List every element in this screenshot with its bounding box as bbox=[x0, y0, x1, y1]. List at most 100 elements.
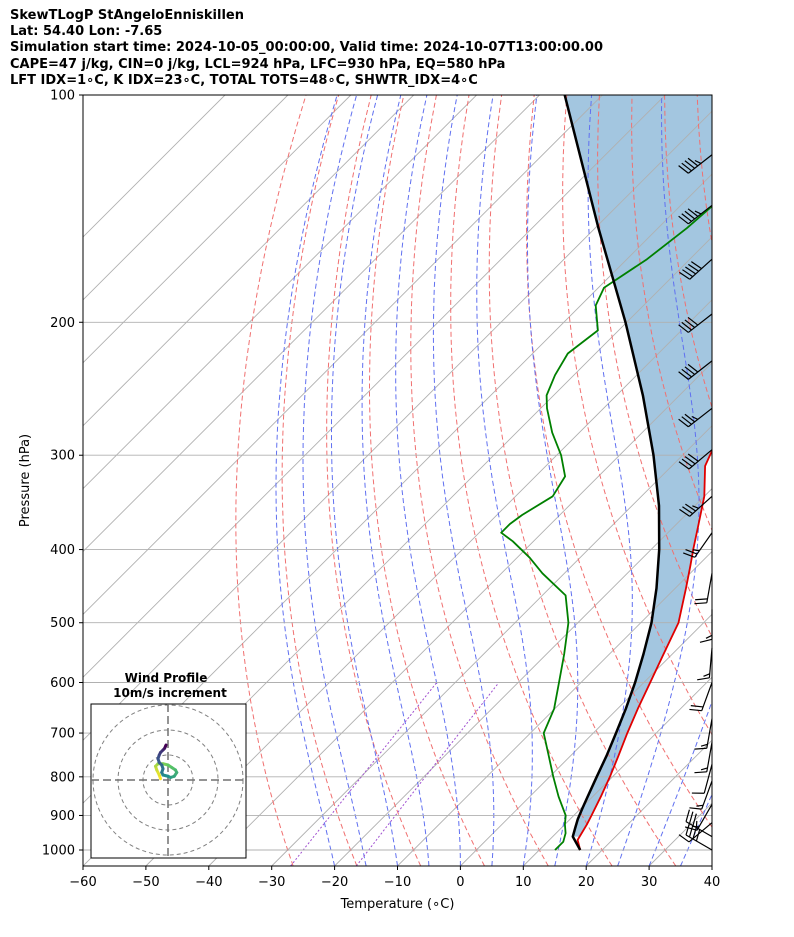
dry-adiabat-line bbox=[488, 95, 677, 866]
title-times: Simulation start time: 2024-10-05_00:00:… bbox=[10, 40, 603, 56]
y-tick-label: 800 bbox=[50, 770, 75, 785]
wind-barb bbox=[694, 718, 713, 750]
isotherm-line bbox=[83, 95, 415, 427]
wind-barb bbox=[679, 258, 713, 280]
wind-barb bbox=[694, 573, 713, 605]
x-tick-label: 10 bbox=[515, 875, 532, 890]
wind-barb-staff bbox=[708, 647, 713, 678]
wind-barb-flag bbox=[678, 215, 689, 225]
y-tick-label: 900 bbox=[50, 809, 75, 824]
wind-barb-staff bbox=[688, 822, 713, 843]
parcel-profile bbox=[563, 95, 661, 851]
dry-adiabat-line bbox=[597, 95, 712, 638]
isotherm-line bbox=[83, 95, 666, 678]
hodograph-title: Wind Profile bbox=[125, 671, 208, 685]
wind-barb-flag bbox=[681, 162, 692, 172]
wind-barb-flag bbox=[690, 705, 704, 708]
isotherm-line bbox=[83, 95, 477, 490]
wind-barb bbox=[683, 532, 713, 558]
wind-barb-flag bbox=[684, 319, 696, 328]
title-latlon: Lat: 54.40 Lon: -7.65 bbox=[10, 24, 163, 40]
moist-adiabat-line bbox=[648, 699, 712, 866]
wind-barb-flag bbox=[684, 366, 696, 375]
wind-barb-flag bbox=[694, 210, 702, 215]
wind-barb-flag bbox=[679, 271, 691, 280]
wind-barb-flag bbox=[681, 416, 692, 425]
x-tick-label: 20 bbox=[578, 875, 595, 890]
wind-barb-flag bbox=[692, 549, 700, 552]
wind-barb-flag bbox=[692, 813, 697, 826]
moist-adiabat-line bbox=[476, 95, 533, 866]
isotherm-line bbox=[711, 865, 712, 866]
wind-barb bbox=[678, 449, 713, 470]
moist-adiabat-line bbox=[361, 95, 430, 866]
wind-barb-flag bbox=[687, 157, 699, 167]
wind-barb-flag bbox=[683, 552, 696, 558]
wind-barb-flag bbox=[685, 503, 696, 512]
x-tick-label: −20 bbox=[321, 875, 348, 890]
wind-barb bbox=[684, 804, 713, 831]
wind-barb bbox=[689, 682, 713, 712]
wind-barb-flag bbox=[679, 508, 691, 517]
moist-adiabat-line bbox=[680, 793, 712, 866]
x-axis-label: Temperature (∘C) bbox=[340, 897, 455, 912]
wind-barb-flag bbox=[688, 263, 699, 272]
wind-barb-flag bbox=[689, 708, 702, 712]
wind-barb-flag bbox=[699, 638, 713, 643]
wind-barb-flag bbox=[687, 316, 699, 326]
hodograph-subtitle: 10m/s increment bbox=[113, 686, 227, 700]
cape-shading bbox=[564, 95, 712, 837]
y-tick-label: 700 bbox=[50, 727, 75, 742]
wind-barb-staff bbox=[701, 682, 713, 711]
isotherm-line bbox=[334, 487, 712, 866]
wind-barb-flag bbox=[678, 371, 689, 380]
wind-barb-flag bbox=[685, 266, 696, 275]
wind-barb-flag bbox=[688, 811, 694, 824]
y-tick-label: 400 bbox=[50, 543, 75, 558]
wind-barb-flag bbox=[684, 413, 696, 423]
wind-barb-staff bbox=[701, 780, 713, 810]
wind-barb-flag bbox=[692, 826, 697, 840]
wind-barb-flag bbox=[692, 505, 699, 509]
wind-barb-staff bbox=[687, 313, 713, 333]
wind-barb-flag bbox=[696, 804, 704, 807]
wind-barb bbox=[679, 495, 713, 517]
y-tick-label: 100 bbox=[50, 89, 75, 104]
wind-barb-staff bbox=[706, 573, 713, 603]
wind-barb-staff bbox=[687, 360, 713, 380]
dry-adiabat-line bbox=[730, 95, 794, 866]
title-cape-line: CAPE=47 j/kg, CIN=0 j/kg, LCL=924 hPa, L… bbox=[10, 56, 506, 72]
y-tick-label: 500 bbox=[50, 616, 75, 631]
wind-barb-flag bbox=[700, 743, 708, 747]
wind-barb bbox=[685, 822, 713, 851]
dry-adiabat-line bbox=[410, 95, 549, 866]
wind-barb-staff bbox=[689, 495, 713, 517]
wind-barb bbox=[678, 313, 713, 333]
x-tick-label: −30 bbox=[258, 875, 285, 890]
wind-barb-flag bbox=[682, 269, 694, 278]
hodograph-plot bbox=[91, 704, 246, 858]
dry-adiabat-line bbox=[326, 95, 422, 866]
wind-barb-staff bbox=[687, 154, 713, 174]
wind-barb bbox=[678, 360, 713, 380]
wind-barb-flag bbox=[678, 165, 689, 174]
wind-barb bbox=[678, 822, 713, 843]
wind-barb-flag bbox=[694, 602, 707, 605]
isotherm-line bbox=[271, 425, 712, 866]
wind-barb-staff bbox=[687, 204, 713, 225]
wind-barb-flag bbox=[684, 456, 696, 465]
wind-barb-flag bbox=[688, 824, 694, 838]
wind-barb-flag bbox=[700, 767, 708, 771]
wind-barb-flag bbox=[703, 673, 710, 677]
x-tick-label: 30 bbox=[641, 875, 658, 890]
wind-barb-flag bbox=[681, 213, 692, 222]
y-tick-label: 600 bbox=[50, 676, 75, 691]
wind-barb-staff bbox=[706, 742, 713, 772]
y-tick-label: 1000 bbox=[42, 844, 75, 859]
wind-barb-flag bbox=[685, 822, 690, 836]
dry-adiabat-line bbox=[762, 95, 794, 866]
temperature-profile bbox=[576, 448, 712, 851]
title-indices-line: LFT IDX=1∘C, K IDX=23∘C, TOTAL TOTS=48∘C… bbox=[10, 72, 478, 88]
wind-barb bbox=[691, 764, 713, 794]
wind-barb-staff bbox=[696, 804, 713, 831]
